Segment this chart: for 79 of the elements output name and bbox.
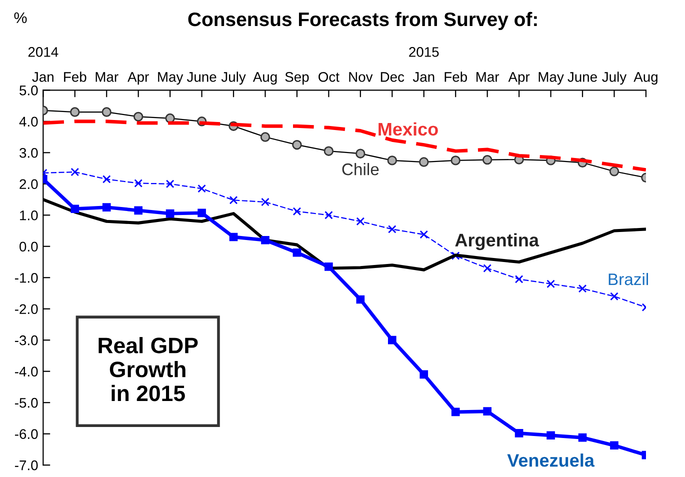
point [356, 217, 365, 226]
y-tick-label: 5.0 [20, 85, 38, 96]
x-tick-label: Feb [64, 72, 86, 82]
point [102, 175, 111, 184]
y-tick-label: 3.0 [20, 148, 38, 158]
point [420, 370, 428, 379]
point [261, 198, 270, 206]
x-tick-label: Feb [444, 72, 467, 82]
series-label: Mexico [378, 122, 438, 136]
x-tick-label: July [602, 72, 627, 85]
x-tick-label: Jan [32, 72, 54, 82]
series-label: Argentina [455, 233, 540, 250]
point [70, 168, 80, 176]
point [166, 180, 174, 188]
annotation: Real GDP Growth in 2015 [98, 337, 198, 402]
point [610, 441, 618, 450]
y-tick-label: -7.0 [14, 460, 38, 470]
y-tick-label: -6.0 [14, 429, 38, 439]
y-tick-label: 0.0 [20, 242, 38, 252]
point [70, 204, 80, 214]
y-tick-label: -5.0 [14, 398, 38, 408]
x-tick-label: Jan [412, 72, 434, 82]
point [102, 203, 111, 212]
x-tick-label: Apr [128, 72, 149, 85]
x-tick-label: July [221, 72, 246, 85]
y-tick-label: -2.0 [14, 304, 38, 314]
point [229, 196, 238, 204]
point [388, 225, 396, 234]
point [546, 431, 555, 440]
y-axis-title: % [14, 12, 27, 24]
point [451, 252, 460, 260]
y-tick-label: -3.0 [14, 335, 38, 346]
point [166, 209, 174, 218]
y-tick-label: -4.0 [14, 366, 38, 377]
point [514, 275, 524, 284]
x-tick-label: June [186, 72, 216, 82]
text: 2014 [28, 47, 58, 57]
x-tick-label: June [568, 72, 597, 82]
x-tick-label: Oct [318, 72, 340, 82]
point [420, 230, 428, 239]
point [578, 284, 587, 293]
x-tick-label: May [538, 72, 564, 85]
x-tick-label: Aug [252, 72, 277, 85]
point [324, 262, 333, 271]
x-tick-label: May [158, 72, 184, 85]
series-label: Venezuela [507, 454, 595, 467]
x-tick-label: Mar [96, 72, 118, 82]
x-tick-label: Mar [476, 72, 500, 82]
point [198, 208, 206, 218]
point [483, 407, 492, 416]
series-label: Chile [342, 162, 379, 176]
x-tick-label: Aug [634, 72, 658, 85]
y-tick-label: 1.0 [20, 210, 38, 220]
text: 2015 [409, 47, 439, 57]
y-tick-label: -1.0 [14, 272, 38, 283]
point [610, 292, 618, 301]
point [356, 295, 365, 304]
point [198, 184, 206, 193]
point [483, 264, 492, 272]
point [134, 206, 142, 215]
point [514, 429, 524, 438]
y-tick-label: 2.0 [20, 179, 38, 190]
x-tick-label: Nov [349, 72, 373, 82]
point [546, 280, 555, 288]
point [229, 232, 238, 242]
point [578, 433, 587, 442]
point [324, 210, 333, 220]
point [134, 179, 142, 188]
chart-title: Consensus Forecasts from Survey of: [188, 12, 537, 30]
y-tick-label: 4.0 [19, 116, 38, 127]
point [292, 248, 302, 257]
x-tick-label: Sep [285, 72, 309, 85]
x-tick-label: Apr [508, 72, 530, 85]
point [261, 236, 270, 244]
point [388, 336, 396, 344]
x-tick-label: Dec [380, 72, 404, 82]
series-label: Brazil [608, 272, 648, 286]
point [292, 207, 302, 216]
point [451, 408, 460, 416]
